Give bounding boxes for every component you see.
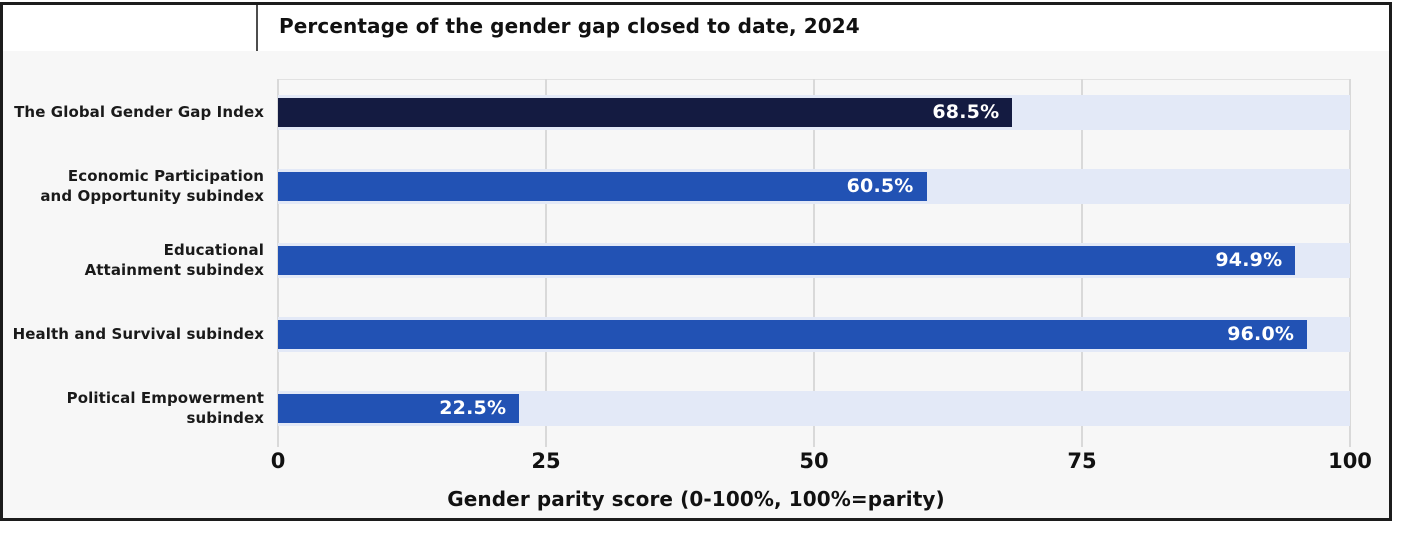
chart-title-band: Percentage of the gender gap closed to d… <box>3 5 1389 51</box>
bar: 96.0% <box>278 319 1308 349</box>
bar-row: The Global Gender Gap Index 68.5% <box>3 75 1350 149</box>
bar-row: Health and Survival subindex 96.0% <box>3 297 1350 371</box>
bar-value-label: 68.5% <box>932 101 1000 123</box>
bar: 60.5% <box>278 171 927 201</box>
x-tick-label: 100 <box>1328 449 1372 473</box>
bar-track: 68.5% <box>278 94 1350 130</box>
x-tick-label: 50 <box>799 449 829 473</box>
x-tick-label: 25 <box>531 449 561 473</box>
bar-track: 96.0% <box>278 316 1350 352</box>
chart-card: Percentage of the gender gap closed to d… <box>0 2 1392 521</box>
category-label: The Global Gender Gap Index <box>14 103 264 121</box>
bar-track: 60.5% <box>278 168 1350 204</box>
category-label: Economic Participation and Opportunity s… <box>40 167 264 205</box>
bar-row: Economic Participation and Opportunity s… <box>3 149 1350 223</box>
gridline-100 <box>1349 79 1351 447</box>
bar: 94.9% <box>278 245 1296 275</box>
title-divider <box>256 5 258 51</box>
chart-title: Percentage of the gender gap closed to d… <box>279 14 860 38</box>
x-tick-label: 75 <box>1067 449 1097 473</box>
bar-track: 22.5% <box>278 390 1350 426</box>
bar-rows: The Global Gender Gap Index 68.5% Economic… <box>3 75 1350 445</box>
bar-value-label: 94.9% <box>1215 249 1283 271</box>
bar: 22.5% <box>278 393 520 423</box>
bar-value-label: 22.5% <box>439 397 507 419</box>
category-label: Health and Survival subindex <box>12 325 264 343</box>
category-label: Educational Attainment subindex <box>84 241 264 279</box>
bar: 68.5% <box>278 97 1013 127</box>
bar-row: Political Empowerment subindex 22.5% <box>3 371 1350 445</box>
bar-value-label: 60.5% <box>846 175 914 197</box>
bar-track: 94.9% <box>278 242 1350 278</box>
bar-row: Educational Attainment subindex 94.9% <box>3 223 1350 297</box>
bar-value-label: 96.0% <box>1227 323 1295 345</box>
x-axis-title: Gender parity score (0-100%, 100%=parity… <box>447 487 945 511</box>
category-label: Political Empowerment subindex <box>66 389 264 427</box>
x-tick-label: 0 <box>270 449 286 473</box>
